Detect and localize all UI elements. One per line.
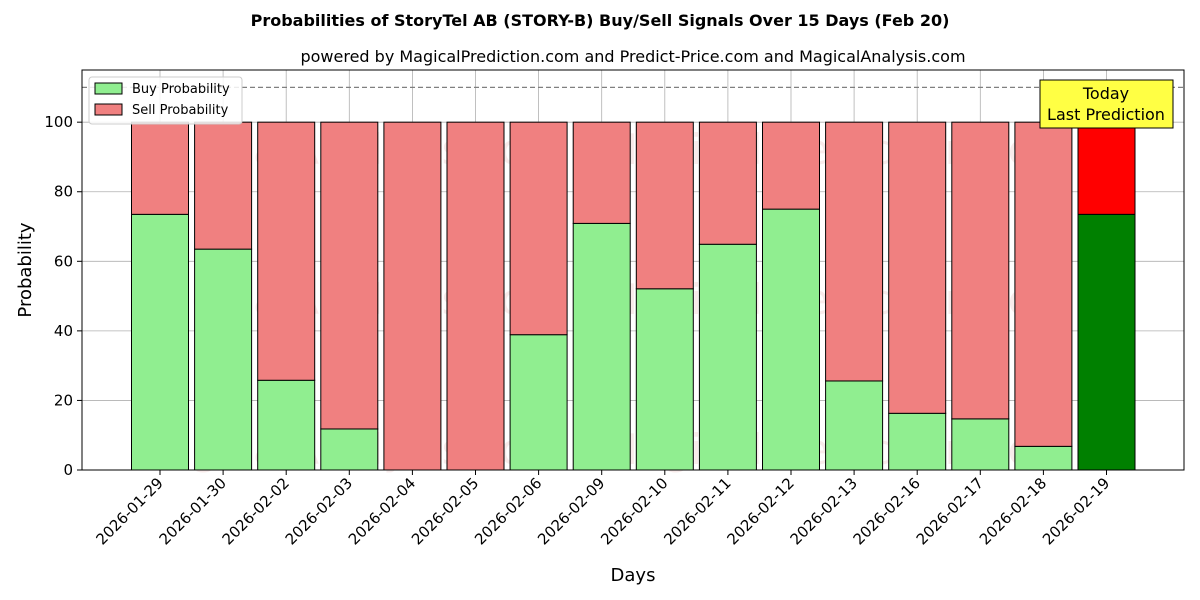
bar-sell (257, 121, 316, 381)
bar-sell (1077, 121, 1136, 215)
x-tick-label: 2026-02-06 (471, 474, 545, 548)
x-axis-label: Days (611, 565, 656, 586)
x-tick-label: 2026-02-09 (534, 474, 608, 548)
x-tick-label: 2026-02-03 (282, 474, 356, 548)
x-tick-label: 2026-02-17 (913, 474, 987, 548)
bar-buy (1014, 445, 1073, 471)
x-tick-label: 2026-02-18 (976, 474, 1050, 548)
annotation-text: Last Prediction (1047, 105, 1165, 124)
x-axis: 2026-01-292026-01-302026-02-022026-02-03… (92, 470, 1113, 548)
bars (131, 121, 1136, 471)
x-tick-label: 2026-02-11 (660, 474, 734, 548)
y-tick-label: 60 (54, 252, 73, 270)
bar-buy (951, 418, 1010, 471)
legend-label: Buy Probability (132, 82, 230, 97)
plot-frame (81, 69, 1185, 471)
bar-sell (572, 121, 631, 224)
x-tick-label: 2026-02-02 (219, 474, 293, 548)
legend-swatch (94, 103, 123, 116)
y-axis: 0 20 40 60 80 100 (44, 113, 82, 479)
y-tick-label: 20 (54, 391, 73, 409)
y-axis-label: Probability (15, 222, 36, 317)
bar-sell (888, 121, 947, 414)
bar-sell (509, 121, 568, 336)
bar-buy (698, 243, 757, 471)
bar-sell (951, 121, 1010, 420)
bar-sell (1014, 121, 1073, 447)
y-tick-label: 80 (54, 183, 73, 201)
x-tick-label: 2026-01-29 (92, 474, 166, 548)
y-tick-label: 100 (44, 113, 73, 131)
x-tick-label: 2026-02-04 (345, 474, 419, 548)
bar-buy (320, 428, 379, 471)
bar-sell (762, 121, 820, 210)
bar-buy (888, 412, 947, 471)
y-tick-label: 0 (63, 461, 73, 479)
bar-buy (1077, 213, 1136, 471)
legend-swatch (94, 82, 123, 95)
bar-buy (257, 379, 316, 471)
chart-subtitle: powered by MagicalPrediction.com and Pre… (300, 47, 965, 66)
bar-sell (698, 121, 757, 245)
y-tick-label: 40 (54, 322, 73, 340)
legend: Buy Probability Sell Probability (88, 76, 243, 125)
today-annotation: Today Last Prediction (1039, 79, 1174, 129)
x-tick-label: 2026-02-16 (850, 474, 924, 548)
x-tick-label: 2026-02-12 (723, 474, 797, 548)
bar-buy (635, 288, 694, 471)
bar-buy (762, 208, 820, 471)
x-tick-label: 2026-01-30 (156, 474, 230, 548)
bar-buy (194, 248, 253, 471)
bar-sell (131, 121, 189, 215)
annotation-box (1039, 79, 1174, 129)
legend-box (88, 76, 243, 125)
chart-title: Probabilities of StoryTel AB (STORY-B) B… (251, 11, 950, 30)
x-tick-label: 2026-02-19 (1039, 474, 1113, 548)
bar-sell (635, 121, 694, 290)
annotation-text: Today (1082, 84, 1129, 103)
bar-buy (131, 213, 189, 471)
bar-sell (825, 121, 884, 382)
bar-sell (194, 121, 253, 250)
x-tick-label: 2026-02-05 (408, 474, 482, 548)
bar-buy (572, 222, 631, 471)
legend-label: Sell Probability (132, 103, 229, 118)
bar-buy (509, 334, 568, 471)
x-tick-label: 2026-02-10 (597, 474, 671, 548)
x-tick-label: 2026-02-13 (787, 474, 861, 548)
bar-sell (320, 121, 379, 430)
bar-sell (446, 121, 505, 471)
bar-sell (383, 121, 442, 471)
bar-buy (825, 380, 884, 471)
